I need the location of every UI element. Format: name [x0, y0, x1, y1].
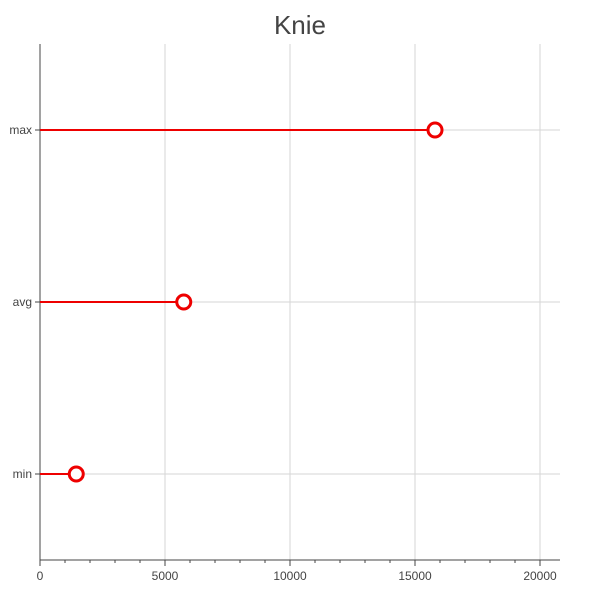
- y-tick-label: avg: [13, 295, 32, 309]
- chart-marks: [40, 121, 444, 483]
- x-tick-label: 5000: [152, 569, 179, 583]
- lollipop-marker-min: [67, 465, 85, 483]
- axes: 0 5000 10000 15000 20000 max avg min: [9, 44, 560, 583]
- y-tick-label: max: [9, 123, 32, 137]
- x-tick-label: 10000: [273, 569, 307, 583]
- y-tick-label: min: [13, 467, 32, 481]
- x-tick-label: 20000: [523, 569, 557, 583]
- x-tick-label: 15000: [398, 569, 432, 583]
- lollipop-marker-max: [426, 121, 444, 139]
- chart-title: Knie: [273, 10, 327, 40]
- lollipop-marker-avg: [175, 293, 193, 311]
- x-tick-label: 0: [37, 569, 44, 583]
